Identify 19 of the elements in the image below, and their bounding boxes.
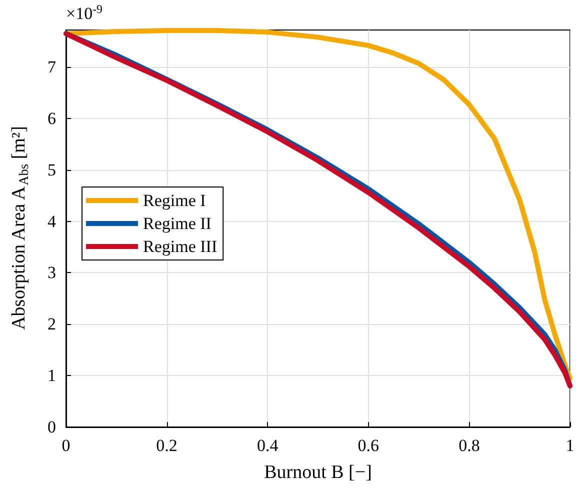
x-axis-title: Burnout B [−] <box>264 462 372 483</box>
legend-label: Regime III <box>143 237 218 256</box>
y-tick-label: 5 <box>48 160 56 180</box>
x-tick-label: 1 <box>566 436 574 455</box>
y-tick-label: 0 <box>48 418 56 436</box>
y-tick-label: 2 <box>48 314 56 334</box>
x-tick-label: 0.8 <box>458 436 480 455</box>
y-tick-label: 1 <box>48 366 56 386</box>
x-tick-label: 0.2 <box>156 436 178 455</box>
x-tick-label: 0 <box>62 436 70 455</box>
y-tick-label: 3 <box>48 263 56 282</box>
legend-label: Regime II <box>143 214 212 233</box>
y-tick-label: 4 <box>48 212 56 231</box>
legend-label: Regime I <box>143 191 206 210</box>
x-tick-label: 0.6 <box>358 436 380 455</box>
y-tick-label: 6 <box>48 108 56 128</box>
y-axis-title: Absorption Area AAbs [m²] <box>8 126 31 330</box>
y-tick-label: 7 <box>48 58 56 77</box>
x-tick-label: 0.4 <box>256 436 279 455</box>
